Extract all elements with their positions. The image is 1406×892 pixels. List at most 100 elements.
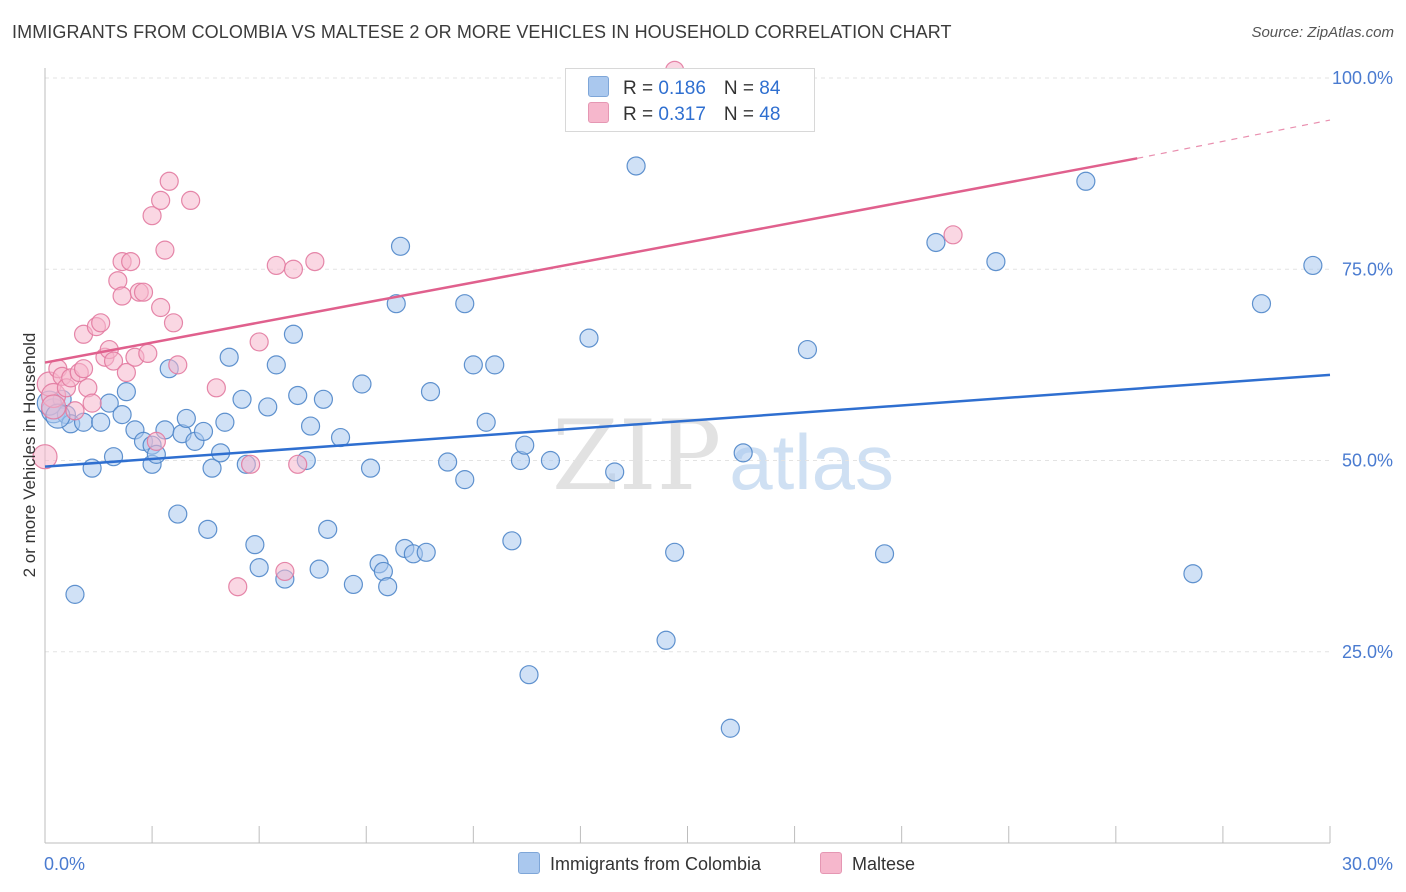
data-point xyxy=(318,519,338,539)
series-maltese xyxy=(32,60,963,597)
trend-lines xyxy=(44,119,1331,468)
legend-swatch-maltese xyxy=(588,102,609,123)
gridlines xyxy=(45,77,1330,653)
data-point xyxy=(485,355,505,375)
legend-r-label: R = xyxy=(623,78,659,99)
legend-r-label: R = xyxy=(623,104,659,125)
data-point xyxy=(1183,564,1203,584)
data-point xyxy=(232,389,252,409)
data-point xyxy=(193,421,214,442)
data-point xyxy=(65,584,85,604)
data-point xyxy=(82,393,102,413)
data-point xyxy=(390,236,411,256)
data-point xyxy=(455,470,475,490)
data-point xyxy=(943,225,963,245)
legend-row-colombia: R = 0.186 N = 84 xyxy=(588,76,780,100)
watermark: ZIP atlas xyxy=(552,400,894,512)
data-points xyxy=(32,60,1323,738)
y-axis-label: 2 or more Vehicles in Household xyxy=(20,333,39,578)
data-point xyxy=(1076,171,1096,191)
data-point xyxy=(360,458,381,478)
data-point xyxy=(283,324,304,344)
data-point xyxy=(176,408,196,429)
data-point xyxy=(386,294,406,314)
data-point xyxy=(151,297,171,318)
data-point xyxy=(519,665,539,685)
y-tick-label: 25.0% xyxy=(1342,642,1393,662)
bottom-legend-swatch-colombia xyxy=(518,852,540,874)
data-point xyxy=(168,355,188,375)
legend-swatch-colombia xyxy=(588,76,609,97)
data-point xyxy=(343,574,363,595)
data-point xyxy=(112,286,132,306)
legend: R = 0.186 N = 84 R = 0.317 N = 48 xyxy=(565,68,815,132)
data-point xyxy=(656,630,676,650)
bottom-legend-maltese: Maltese xyxy=(820,852,915,875)
data-point xyxy=(65,401,85,421)
watermark-atlas: atlas xyxy=(729,418,894,506)
data-point xyxy=(151,190,171,210)
data-point xyxy=(378,577,398,597)
data-point xyxy=(1251,294,1272,314)
data-point xyxy=(300,416,321,436)
legend-n-value: 48 xyxy=(759,104,781,125)
data-point xyxy=(228,577,248,597)
data-point xyxy=(91,412,111,432)
chart-title: IMMIGRANTS FROM COLOMBIA VS MALTESE 2 OR… xyxy=(12,22,952,42)
data-point xyxy=(168,504,188,524)
data-point xyxy=(73,359,94,379)
y-tick-label: 75.0% xyxy=(1342,259,1393,279)
data-point xyxy=(112,405,132,425)
data-point xyxy=(163,313,184,333)
data-point xyxy=(133,282,154,302)
y-tick-label: 50.0% xyxy=(1342,451,1393,471)
legend-n-value: 84 xyxy=(759,78,781,99)
data-point xyxy=(986,252,1006,272)
data-point xyxy=(198,519,218,539)
data-point xyxy=(665,542,685,562)
data-point xyxy=(121,252,141,272)
legend-r-value: 0.317 xyxy=(658,104,706,125)
data-point xyxy=(116,382,136,402)
data-point xyxy=(438,452,458,472)
bottom-legend-swatch-maltese xyxy=(820,852,842,874)
data-point xyxy=(138,343,158,363)
data-point xyxy=(245,535,265,555)
data-point xyxy=(416,542,436,562)
data-point xyxy=(926,232,946,253)
data-point xyxy=(116,362,136,383)
y-tick-label: 100.0% xyxy=(1332,68,1393,88)
trend-line-maltese xyxy=(44,157,1138,364)
data-point xyxy=(241,454,261,474)
legend-n-label: N = xyxy=(723,104,760,125)
data-point xyxy=(32,444,58,470)
tick-labels: 25.0% 50.0% 75.0% 100.0% 0.0% 30.0% xyxy=(44,68,1393,874)
watermark-zip: ZIP xyxy=(552,400,722,512)
data-point xyxy=(309,559,329,579)
data-point xyxy=(1303,255,1323,276)
data-point xyxy=(206,378,226,398)
data-point xyxy=(626,156,646,176)
data-point xyxy=(540,450,561,471)
data-point xyxy=(275,561,295,582)
data-point xyxy=(605,462,625,482)
data-point xyxy=(463,355,483,375)
data-point xyxy=(579,328,599,348)
data-point xyxy=(733,443,753,463)
data-point xyxy=(874,544,895,564)
data-point xyxy=(91,313,111,333)
legend-n-label: N = xyxy=(723,78,760,99)
data-point xyxy=(249,332,269,352)
data-point xyxy=(720,718,740,738)
data-point xyxy=(103,351,124,371)
series-colombia xyxy=(36,156,1323,738)
data-point xyxy=(266,255,286,276)
data-point xyxy=(249,557,269,578)
data-point xyxy=(215,412,235,432)
data-point xyxy=(155,240,175,260)
bottom-legend-colombia: Immigrants from Colombia xyxy=(518,852,761,875)
data-point xyxy=(502,531,522,551)
data-point xyxy=(181,190,201,210)
data-point xyxy=(476,412,496,432)
legend-r-value: 0.186 xyxy=(658,78,706,99)
